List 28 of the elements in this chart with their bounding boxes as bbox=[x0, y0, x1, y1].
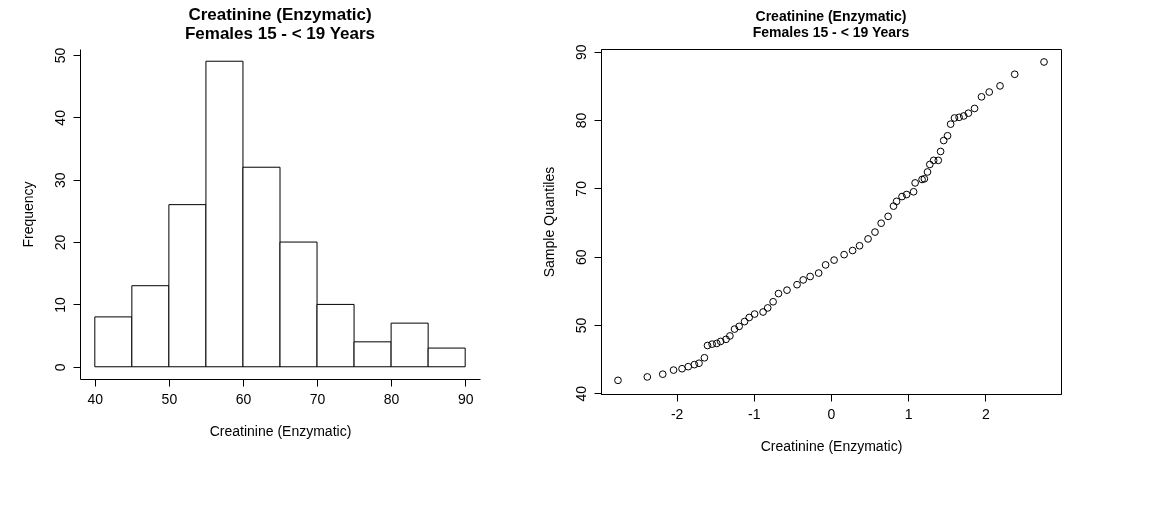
x-tick-label: 2 bbox=[981, 405, 990, 422]
x-tick-label: 1 bbox=[904, 405, 913, 422]
y-tick-label: 60 bbox=[572, 249, 589, 265]
x-tick-label: 90 bbox=[457, 390, 474, 407]
y-tick-label: 20 bbox=[51, 234, 68, 251]
y-tick-label: 30 bbox=[51, 172, 68, 188]
y-tick-label: 40 bbox=[51, 109, 68, 126]
x-tick-label: 60 bbox=[235, 390, 252, 407]
x-tick-label: 80 bbox=[383, 390, 400, 407]
x-tick-label: -2 bbox=[670, 405, 684, 422]
x-axis-title: Creatinine (Enzymatic) bbox=[209, 422, 352, 439]
x-tick-label: 40 bbox=[87, 390, 104, 407]
x-axis-title: Creatinine (Enzymatic) bbox=[760, 437, 903, 454]
x-tick-label: 50 bbox=[161, 390, 178, 407]
y-tick-label: 50 bbox=[572, 317, 589, 334]
y-tick-label: 10 bbox=[51, 296, 68, 313]
y-tick-label: 50 bbox=[51, 47, 68, 64]
y-axis-title: Sample Quantiles bbox=[540, 166, 557, 278]
y-tick-label: 80 bbox=[572, 112, 589, 129]
y-tick-label: 90 bbox=[572, 44, 589, 61]
y-axis-title: Frequency bbox=[19, 181, 36, 248]
chart-title: Creatinine (Enzymatic) Females 15 - < 19 Years bbox=[752, 7, 910, 40]
x-tick-label: -1 bbox=[748, 405, 761, 422]
y-tick-label: 0 bbox=[51, 363, 68, 372]
x-tick-label: 70 bbox=[309, 390, 326, 407]
y-tick-label: 70 bbox=[572, 180, 589, 197]
chart-title: Creatinine (Enzymatic) Females 15 - < 19 Years bbox=[184, 5, 376, 44]
x-tick-label: 0 bbox=[827, 405, 836, 422]
